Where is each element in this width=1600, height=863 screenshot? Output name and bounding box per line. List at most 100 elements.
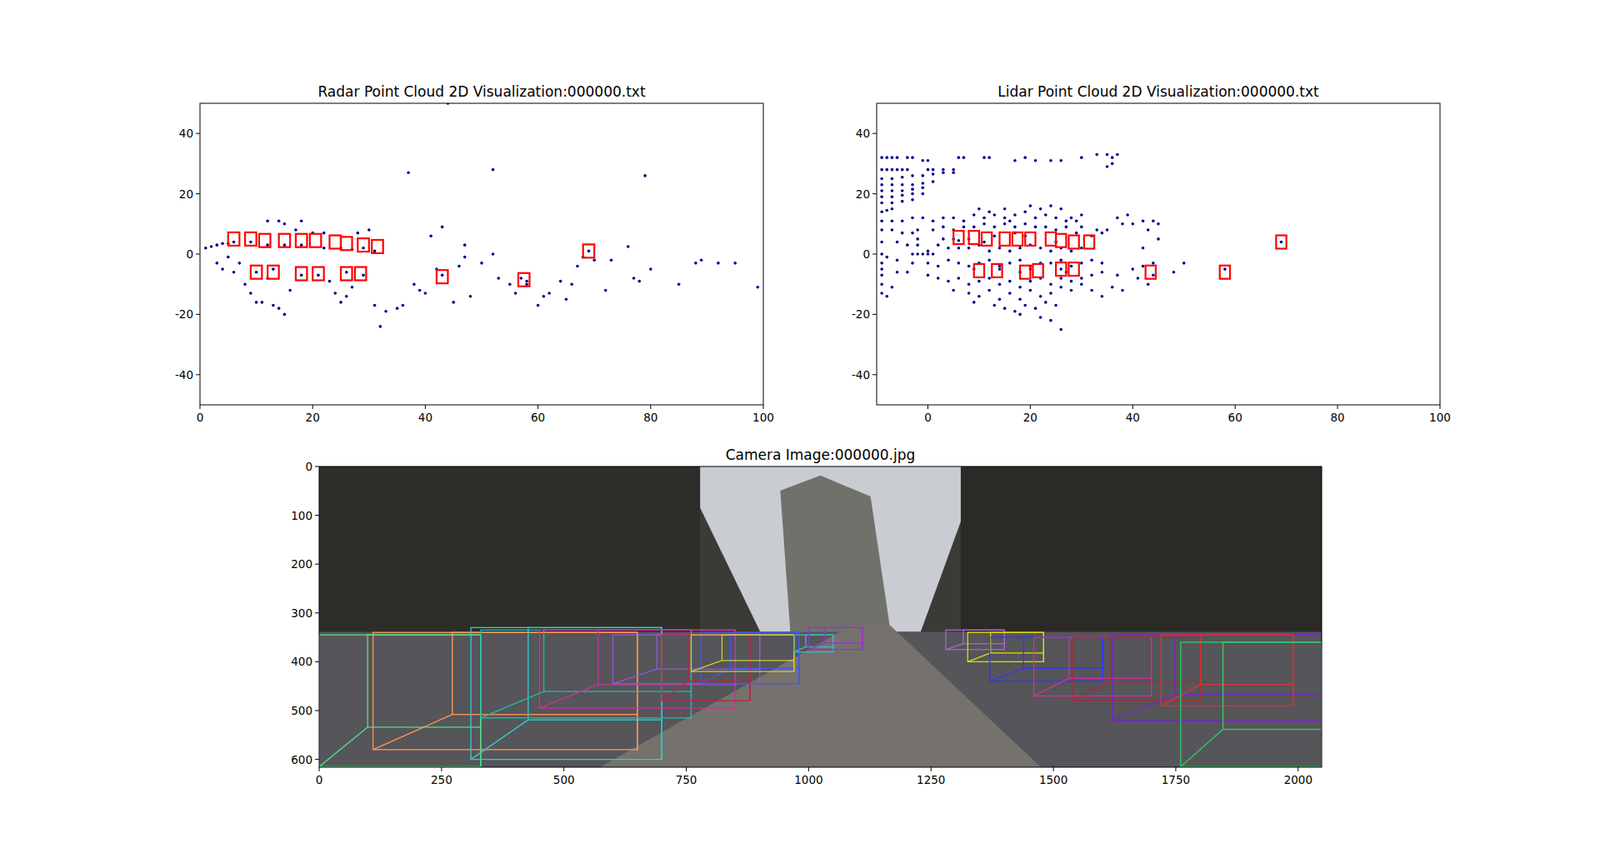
point — [895, 258, 900, 262]
point — [926, 250, 930, 254]
y-tick — [315, 661, 320, 663]
box-edge — [861, 643, 863, 650]
point — [1070, 216, 1074, 220]
point — [931, 219, 935, 223]
x-tick-label: 250 — [430, 773, 453, 787]
chart-title: Camera Image:000000.jpg — [725, 446, 916, 464]
bounding-box — [355, 267, 367, 281]
point — [941, 170, 945, 175]
point — [1090, 258, 1094, 262]
point — [294, 228, 298, 232]
point — [440, 274, 445, 278]
y-tick — [872, 133, 877, 135]
point — [993, 213, 997, 217]
y-tick-label: 0 — [305, 460, 313, 474]
bounding-box — [991, 264, 1002, 278]
point — [962, 219, 966, 223]
point — [1003, 216, 1007, 220]
point — [921, 181, 925, 185]
point — [880, 282, 884, 286]
box-3d — [612, 635, 760, 685]
point — [885, 155, 889, 160]
figure: 020406080100-40-2002040Radar Point Cloud… — [0, 0, 1600, 863]
y-tick-label: -20 — [851, 307, 870, 321]
point — [418, 289, 422, 293]
point — [260, 300, 265, 305]
point — [1044, 300, 1048, 305]
box-3d — [700, 632, 799, 685]
point — [890, 168, 895, 172]
point — [1049, 291, 1053, 295]
x-tick-label: 1750 — [1161, 773, 1190, 787]
y-tick — [195, 314, 200, 315]
point — [880, 252, 884, 256]
box-back — [1023, 637, 1103, 669]
point — [921, 186, 925, 190]
box-edge — [1180, 730, 1224, 768]
point — [1008, 261, 1012, 265]
point — [610, 258, 614, 262]
bounding-box — [1045, 232, 1056, 246]
point — [559, 280, 563, 284]
point — [987, 155, 991, 160]
point — [1110, 155, 1115, 160]
point — [967, 291, 971, 295]
point — [946, 246, 950, 250]
y-tick-label: 400 — [290, 655, 313, 669]
point — [271, 304, 275, 308]
plot-area — [880, 153, 1286, 332]
point — [322, 246, 326, 250]
point — [367, 228, 371, 232]
point — [880, 240, 884, 245]
point — [998, 282, 1002, 286]
y-tick — [315, 612, 320, 614]
x-tick-label: 20 — [305, 410, 320, 425]
point — [1059, 159, 1063, 163]
point — [1080, 213, 1084, 217]
box-back — [528, 627, 662, 720]
point — [900, 231, 905, 235]
point — [1100, 270, 1105, 275]
point — [926, 274, 930, 278]
point — [993, 234, 997, 238]
box-back — [656, 635, 760, 670]
box-edge — [735, 685, 736, 709]
point — [283, 222, 287, 226]
point — [755, 285, 760, 290]
box-edge — [661, 720, 663, 760]
bounding-box — [371, 240, 384, 254]
point — [951, 216, 955, 220]
point — [900, 194, 905, 198]
box-edge — [612, 669, 657, 685]
point — [1105, 228, 1110, 232]
point — [890, 195, 895, 199]
point — [1059, 267, 1063, 271]
point — [967, 246, 971, 250]
point — [384, 310, 388, 314]
box-front — [990, 637, 1103, 682]
x-tick-label: 40 — [418, 410, 433, 425]
point — [345, 295, 349, 299]
point — [951, 168, 955, 172]
point — [226, 255, 230, 260]
x-tick — [312, 405, 314, 410]
x-tick-label: 20 — [1023, 410, 1038, 425]
point — [890, 183, 895, 187]
point — [514, 291, 518, 295]
point — [880, 168, 884, 172]
point — [1105, 165, 1110, 169]
point — [204, 246, 208, 250]
point — [265, 243, 270, 247]
y-tick-label: 0 — [185, 247, 194, 261]
point — [987, 258, 991, 262]
y-tick-label: 600 — [290, 753, 313, 767]
point — [424, 291, 428, 295]
x-tick — [808, 767, 810, 772]
point — [951, 170, 955, 175]
axes-frame — [319, 466, 1322, 768]
box-edge — [480, 691, 545, 719]
point — [604, 289, 608, 293]
point — [328, 280, 332, 284]
point — [1018, 258, 1022, 262]
point — [373, 250, 377, 254]
